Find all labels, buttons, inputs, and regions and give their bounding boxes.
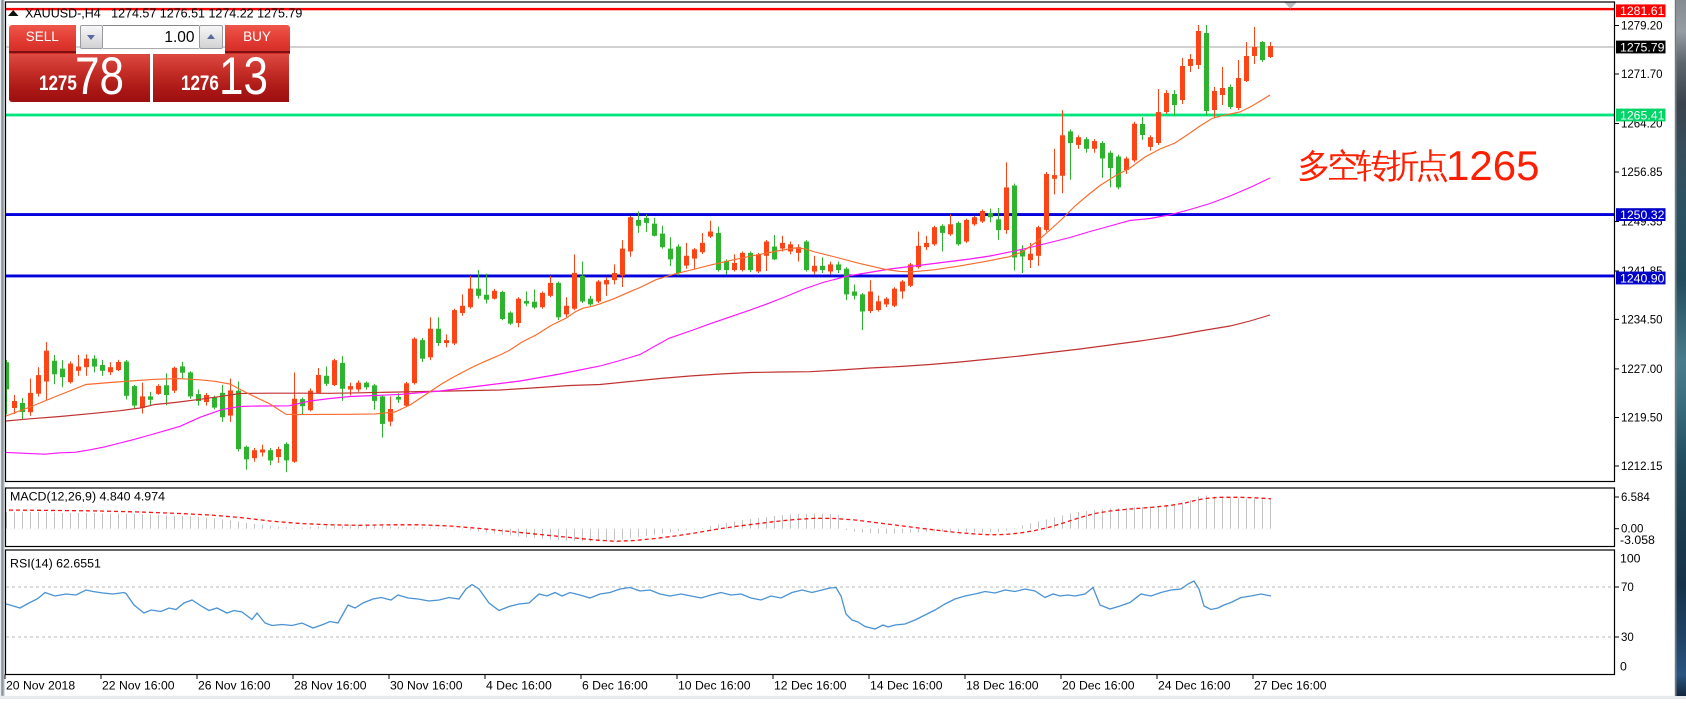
svg-text:100: 100 (1620, 551, 1641, 565)
svg-text:4 Dec 16:00: 4 Dec 16:00 (486, 679, 552, 693)
svg-text:6 Dec 16:00: 6 Dec 16:00 (582, 679, 648, 693)
svg-text:18 Dec 16:00: 18 Dec 16:00 (966, 679, 1039, 693)
svg-text:1256.85: 1256.85 (1621, 167, 1663, 179)
svg-text:0: 0 (1620, 659, 1627, 673)
svg-text:26 Nov 16:00: 26 Nov 16:00 (198, 679, 271, 693)
svg-text:1234.50: 1234.50 (1621, 314, 1663, 326)
svg-text:1275.79: 1275.79 (1620, 40, 1665, 54)
svg-text:1212.15: 1212.15 (1621, 461, 1663, 473)
svg-text:RSI(14) 62.6551: RSI(14) 62.6551 (10, 556, 101, 570)
svg-text:70: 70 (1621, 582, 1634, 594)
svg-text:20 Dec 16:00: 20 Dec 16:00 (1062, 679, 1135, 693)
svg-text:1265.41: 1265.41 (1620, 108, 1665, 122)
svg-text:1271.70: 1271.70 (1621, 69, 1663, 81)
svg-text:28 Nov 16:00: 28 Nov 16:00 (294, 679, 367, 693)
svg-text:1227.00: 1227.00 (1621, 364, 1663, 376)
svg-text:27 Dec 16:00: 27 Dec 16:00 (1254, 679, 1327, 693)
svg-text:22 Nov 16:00: 22 Nov 16:00 (102, 679, 175, 693)
svg-text:14 Dec 16:00: 14 Dec 16:00 (870, 679, 943, 693)
svg-text:1264.20: 1264.20 (1621, 119, 1663, 131)
svg-text:30 Nov 16:00: 30 Nov 16:00 (390, 679, 463, 693)
svg-text:-3.058: -3.058 (1620, 533, 1655, 547)
svg-text:12 Dec 16:00: 12 Dec 16:00 (774, 679, 847, 693)
svg-text:1281.61: 1281.61 (1620, 4, 1665, 18)
svg-text:0.00: 0.00 (1621, 524, 1643, 536)
svg-text:1279.20: 1279.20 (1621, 21, 1663, 33)
svg-text:XAUUSD-,H4 1274.57 1276.51 1: XAUUSD-,H4 1274.57 1276.51 1274.22 1275.… (25, 6, 302, 20)
svg-text:10 Dec 16:00: 10 Dec 16:00 (678, 679, 751, 693)
svg-text:MACD(12,26,9) 4.840 4.974: MACD(12,26,9) 4.840 4.974 (10, 489, 165, 503)
svg-text:1219.50: 1219.50 (1621, 413, 1663, 425)
svg-text:24 Dec 16:00: 24 Dec 16:00 (1158, 679, 1231, 693)
svg-text:1265: 1265 (1446, 142, 1539, 189)
svg-text:20 Nov 2018: 20 Nov 2018 (6, 679, 75, 693)
svg-text:1240.90: 1240.90 (1620, 271, 1665, 285)
svg-text:1250.32: 1250.32 (1620, 208, 1665, 222)
svg-text:30: 30 (1621, 632, 1634, 644)
svg-text:6.584: 6.584 (1621, 492, 1650, 504)
